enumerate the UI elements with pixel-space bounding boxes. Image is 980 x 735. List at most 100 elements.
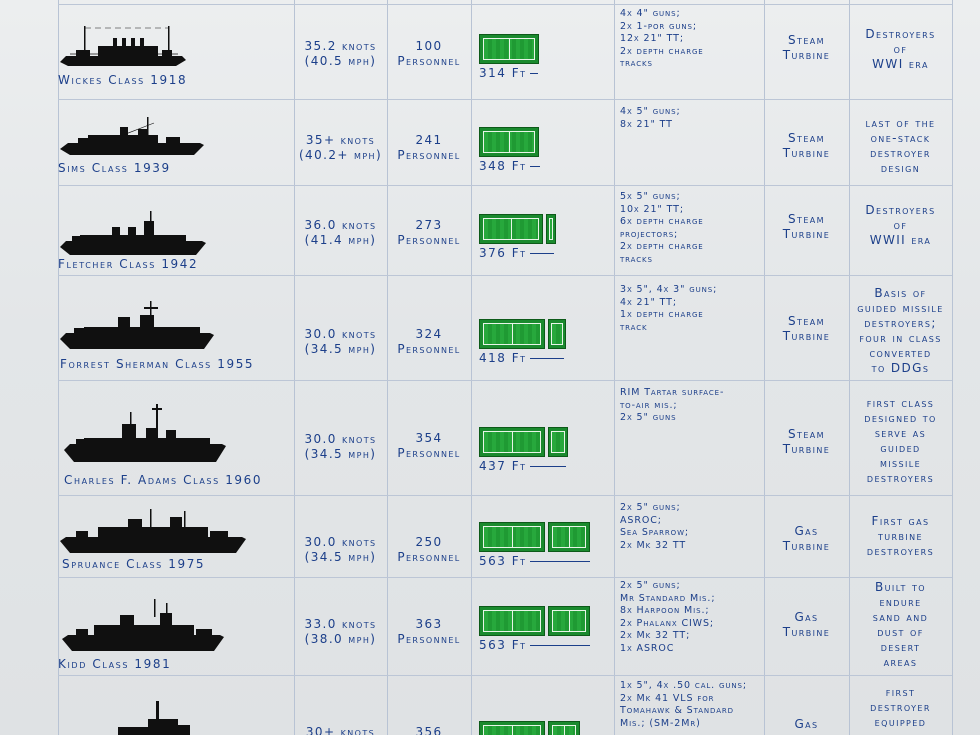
propulsion-type: Gas <box>794 717 819 731</box>
ship-silhouette-icon <box>60 26 186 66</box>
crew-label: Personnel <box>397 148 461 162</box>
speed-value: 30.0 knots <box>304 432 377 446</box>
length-value: 563 Ft <box>479 638 527 652</box>
table-row: Fletcher Class 1942 36.0 knots (41.4 mph… <box>0 185 980 275</box>
propulsion-type: Steam <box>788 427 825 441</box>
length-graphic: 376 Ft <box>479 214 559 260</box>
football-field-icon <box>479 522 545 552</box>
ship-class-name: Kidd Class 1981 <box>58 657 172 671</box>
length-value: 563 Ft <box>479 554 527 568</box>
ship-class-name: Spruance Class 1975 <box>62 557 206 571</box>
football-field-icon <box>548 427 568 457</box>
armament-list: 3x 5", 4x 3" guns; 4x 21" TT; 1x depth c… <box>620 284 718 333</box>
ship-silhouette-icon <box>118 701 190 735</box>
row-divider <box>58 275 952 276</box>
propulsion-kind: Turbine <box>782 539 831 553</box>
propulsion-kind: Turbine <box>782 329 831 343</box>
column-divider <box>471 0 472 735</box>
crew-count: 273 <box>415 218 443 232</box>
ship-silhouette-icon <box>60 211 206 255</box>
football-field-icon <box>548 721 580 735</box>
table-row: Charles F. Adams Class 1960 30.0 knots (… <box>0 380 980 495</box>
speed-value: 30.0 knots <box>304 535 377 549</box>
crew-count: 354 <box>415 431 443 445</box>
ship-class-name: Charles F. Adams Class 1960 <box>64 473 263 487</box>
column-divider <box>952 0 953 735</box>
row-divider <box>58 380 952 381</box>
propulsion-kind: Turbine <box>782 625 831 639</box>
length-value: 418 Ft <box>479 351 527 365</box>
crew-count: 250 <box>415 535 443 549</box>
table-row: Forrest Sherman Class 1955 30.0 knots (3… <box>0 275 980 380</box>
table-row: Spruance Class 1975 30.0 knots (34.5 mph… <box>0 495 980 577</box>
speed-value: 30.0 knots <box>304 327 377 341</box>
notes: First gas turbine destroyers <box>866 514 935 558</box>
length-value: 437 Ft <box>479 459 527 473</box>
armament-list: 4x 4" guns; 2x 1-por guns; 12x 21" TT; 2… <box>620 8 704 69</box>
football-field-icon <box>546 214 556 244</box>
football-field-icon <box>548 319 566 349</box>
ship-class-name: Fletcher Class 1942 <box>58 257 199 271</box>
speed-value: 35+ knots <box>305 133 376 147</box>
crew-label: Personnel <box>397 550 461 564</box>
propulsion-kind: Turbine <box>782 227 831 241</box>
ship-silhouette-icon <box>60 509 246 553</box>
crew-count: 241 <box>415 133 443 147</box>
notes: last of the one-stack destroyer design <box>865 116 936 175</box>
column-divider <box>764 0 765 735</box>
length-graphic <box>479 721 583 735</box>
length-graphic: 418 Ft <box>479 319 569 365</box>
propulsion-type: Steam <box>788 131 825 145</box>
speed-value: 33.0 knots <box>304 617 377 631</box>
football-field-icon <box>479 34 539 64</box>
ship-class-name: Wickes Class 1918 <box>58 73 188 87</box>
speed-value: 35.2 knots <box>304 39 377 53</box>
crew-label: Personnel <box>397 54 461 68</box>
table-row: Sims Class 1939 35+ knots (40.2+ mph) 24… <box>0 99 980 185</box>
propulsion-type: Steam <box>788 212 825 226</box>
propulsion-type: Steam <box>788 33 825 47</box>
crew-label: Personnel <box>397 233 461 247</box>
football-field-icon <box>479 721 545 735</box>
length-value: 376 Ft <box>479 246 527 260</box>
ship-class-name: Sims Class 1939 <box>58 161 171 175</box>
football-field-icon <box>479 427 545 457</box>
ship-silhouette-icon <box>60 301 214 349</box>
notes: first class designed to serve as guided … <box>864 396 937 485</box>
row-divider <box>58 185 952 186</box>
armament-list: 2x 5" guns; Mr Standard Mis.; 8x Harpoon… <box>620 580 716 654</box>
column-divider <box>58 0 59 735</box>
column-divider <box>614 0 615 735</box>
propulsion-type: Gas <box>794 610 819 624</box>
armament-list: RIM Tartar surface- to-air mis.; 2x 5" g… <box>620 387 725 423</box>
row-divider <box>58 99 952 100</box>
ship-silhouette-icon <box>64 404 226 462</box>
football-field-icon <box>479 606 545 636</box>
length-value: 348 Ft <box>479 159 527 173</box>
ship-silhouette-icon <box>62 599 224 651</box>
ship-class-name: Forrest Sherman Class 1955 <box>60 357 255 371</box>
speed-mph: (38.0 mph) <box>304 632 377 646</box>
armament-list: 5x 5" guns; 10x 21" TT; 6x depth charge … <box>620 191 704 265</box>
column-divider <box>387 0 388 735</box>
notes: Basis of guided missile destroyers; four… <box>857 286 944 375</box>
football-field-icon <box>548 606 590 636</box>
row-divider <box>58 495 952 496</box>
football-field-icon <box>479 127 539 157</box>
length-graphic: 563 Ft <box>479 522 593 568</box>
speed-mph: (41.4 mph) <box>304 233 377 247</box>
notes: Destroyers of WWII era <box>865 203 936 247</box>
armament-list: 4x 5" guns; 8x 21" TT <box>620 106 681 130</box>
table-row: Wickes Class 1918 35.2 knots (40.5 mph) … <box>0 4 980 99</box>
row-divider <box>58 675 952 676</box>
table-row: 30+ knots 356 1x 5", 4x .50 cal. guns; 2… <box>0 675 980 735</box>
length-graphic: 563 Ft <box>479 606 593 652</box>
column-divider <box>294 0 295 735</box>
crew-label: Personnel <box>397 446 461 460</box>
crew-count: 356 <box>415 725 443 735</box>
column-divider <box>849 0 850 735</box>
crew-label: Personnel <box>397 632 461 646</box>
length-graphic: 437 Ft <box>479 427 571 473</box>
propulsion-kind: Turbine <box>782 48 831 62</box>
row-divider <box>58 577 952 578</box>
